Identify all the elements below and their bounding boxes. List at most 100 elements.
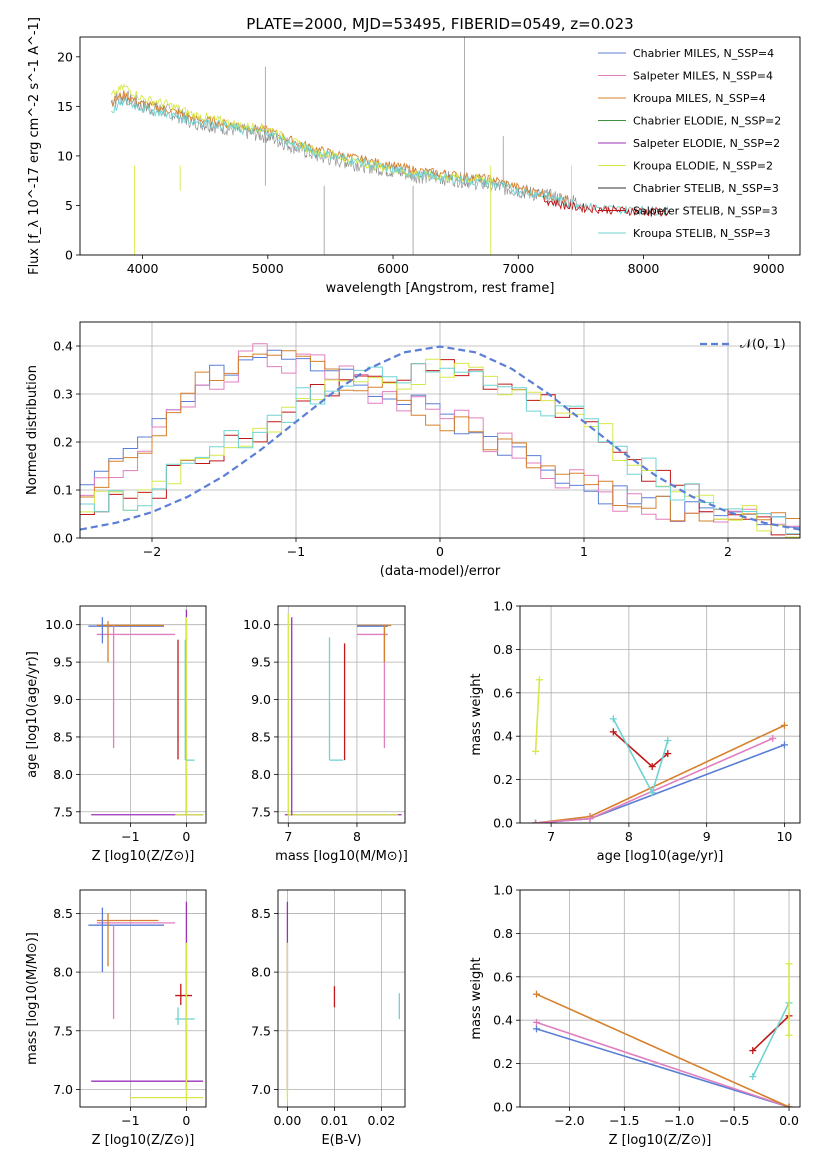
x-axis-label: Z [log10(Z/Z⊙)] [609, 1133, 712, 1148]
y-tick-label: 0.6 [493, 969, 513, 984]
plot-area [284, 613, 402, 816]
plot-area [80, 343, 800, 538]
y-tick-label: 8.0 [251, 965, 271, 980]
legend: Chabrier MILES, N_SSP=4 Salpeter MILES, N… [598, 47, 781, 240]
y-tick-label: 10.0 [45, 617, 73, 632]
y-tick-label: 7.0 [53, 1082, 73, 1097]
axes-frame [277, 605, 406, 824]
y-tick-label: 0.2 [493, 772, 513, 787]
x-tick-label: −1 [121, 1113, 139, 1128]
y-tick-label: 5 [65, 198, 73, 213]
legend-label: Kroupa STELIB, N_SSP=3 [633, 227, 771, 240]
y-tick-label: 0.1 [53, 483, 73, 498]
y-tick-label: 9.0 [53, 692, 73, 707]
x-axis-label: E(B-V) [321, 1133, 361, 1148]
y-tick-label: 0.8 [493, 642, 513, 657]
y-tick-label: 1.0 [493, 883, 513, 898]
plot-area [88, 901, 204, 1102]
y-tick-label: 8.5 [251, 906, 271, 921]
panel-mass_vs_EBV: 0.00 0.01 0.02 7.0 7.5 8.0 8.5 E(B-V) [251, 889, 406, 1148]
spectrum-series [542, 195, 669, 217]
panel-spectrum: 4000 5000 6000 7000 8000 9000 0 5 10 15 20 waveleng… [27, 15, 801, 296]
legend-label: Kroupa MILES, N_SSP=4 [633, 92, 766, 105]
y-axis-label: mass [log10(M/M⊙)] [25, 932, 40, 1065]
weight-series-line [536, 993, 790, 1107]
panel-age_vs_mass: 7 8 7.5 8.0 8.5 9.0 9.5 10.0 mass [log10(M/M⊙)] [243, 605, 408, 864]
spectrum-series [110, 83, 494, 185]
x-tick-label: 10 [776, 829, 792, 844]
x-tick-label: −2 [143, 544, 161, 559]
y-axis-label: Normed distribution [25, 365, 40, 495]
y-tick-label: 9.5 [251, 655, 271, 670]
spectrum-series [111, 91, 582, 209]
x-tick-label: 7000 [502, 261, 534, 276]
legend-label: Chabrier STELIB, N_SSP=3 [633, 182, 779, 195]
y-tick-label: 7.5 [53, 1023, 73, 1038]
y-tick-label: 1.0 [493, 599, 513, 614]
y-tick-label: 7.0 [251, 1082, 271, 1097]
x-tick-label: 2 [724, 544, 732, 559]
x-tick-label: 8 [353, 829, 361, 844]
y-tick-label: 20 [57, 49, 73, 64]
x-tick-label: 5000 [252, 261, 284, 276]
y-tick-label: 0.2 [493, 1056, 513, 1071]
x-axis-label: wavelength [Angstrom, rest frame] [326, 281, 555, 296]
x-tick-label: 7 [547, 829, 555, 844]
x-axis-label: (data-model)/error [380, 564, 501, 579]
legend-label: Salpeter MILES, N_SSP=4 [633, 70, 773, 83]
x-tick-label: 0.01 [321, 1113, 349, 1128]
x-tick-label: 8000 [628, 261, 660, 276]
x-tick-label: −0.5 [719, 1113, 749, 1128]
x-tick-label: 4000 [127, 261, 159, 276]
legend-label: Kroupa ELODIE, N_SSP=2 [633, 160, 773, 173]
legend: 𝒩(0, 1) [700, 336, 786, 351]
x-tick-label: −1.5 [609, 1113, 639, 1128]
legend-label: Chabrier ELODIE, N_SSP=2 [633, 115, 781, 128]
weight-series-line [534, 679, 541, 752]
x-tick-label: 6000 [377, 261, 409, 276]
panel-weight_vs_Z: −2.0 −1.5 −1.0 −0.5 0.0 0.0 0.2 0.4 0.6 0.8 1.0 Z [… [469, 883, 801, 1148]
plot-area [286, 901, 401, 1102]
x-tick-label: 1 [580, 544, 588, 559]
y-tick-label: 7.5 [251, 804, 271, 819]
weight-series-line [535, 737, 774, 823]
y-tick-label: 0.0 [53, 531, 73, 546]
axes-frame [519, 605, 801, 824]
y-tick-label: 0.3 [53, 387, 73, 402]
weight-series-line [536, 1028, 790, 1107]
y-axis-label: Flux [f_λ 10^-17 erg cm^-2 s^-1 A^-1] [27, 17, 42, 275]
y-tick-label: 8.5 [53, 906, 73, 921]
x-axis-label: Z [log10(Z/Z⊙)] [92, 849, 195, 864]
y-tick-label: 0.6 [493, 685, 513, 700]
x-tick-label: −1.0 [664, 1113, 694, 1128]
y-tick-label: 0.4 [493, 1013, 513, 1028]
weight-series-line [536, 1021, 790, 1107]
y-tick-label: 8.5 [53, 729, 73, 744]
y-axis-label: mass weight [469, 957, 484, 1039]
x-tick-label: 0 [182, 1113, 190, 1128]
y-tick-label: 9.0 [251, 692, 271, 707]
panel-residuals: −2 −1 0 1 2 0.0 0.1 0.2 0.3 0.4 (data-model)/error… [25, 321, 801, 579]
panel-weight_vs_age: 7 8 9 10 0.0 0.2 0.4 0.6 0.8 1.0 age [log10(age/yr… [469, 599, 801, 864]
y-tick-label: 8.5 [251, 729, 271, 744]
y-tick-label: 0.8 [493, 926, 513, 941]
y-tick-label: 10.0 [243, 617, 271, 632]
y-tick-label: 0.0 [493, 816, 513, 831]
weight-series-line [752, 1002, 790, 1077]
weight-series-line [752, 1015, 790, 1052]
y-axis-label: mass weight [469, 673, 484, 755]
x-tick-label: −2.0 [554, 1113, 584, 1128]
y-tick-label: 0 [65, 248, 73, 263]
axes-frame [519, 889, 801, 1108]
gaussian-curve [80, 345, 800, 531]
x-tick-label: 0.0 [779, 1113, 799, 1128]
x-axis-label: mass [log10(M/M⊙)] [275, 849, 408, 864]
y-tick-label: 8.0 [53, 965, 73, 980]
axes-frame [79, 36, 801, 256]
axes-frame [79, 321, 801, 539]
plot-area [88, 609, 204, 816]
axes-frame [277, 889, 406, 1108]
x-tick-label: 0 [436, 544, 444, 559]
